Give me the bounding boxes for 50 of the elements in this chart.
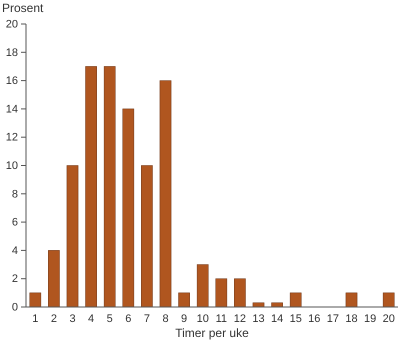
x-tick-label: 6 xyxy=(125,312,132,325)
x-tick-label: 10 xyxy=(196,312,209,325)
x-tick-label: 11 xyxy=(216,312,228,325)
bar xyxy=(66,165,78,308)
x-tick-label: 4 xyxy=(88,312,94,325)
y-tick-label: 12 xyxy=(6,132,18,144)
bar xyxy=(122,108,134,308)
bar xyxy=(346,292,358,308)
bar xyxy=(29,292,42,308)
x-tick-label: 7 xyxy=(144,312,150,325)
bar xyxy=(160,80,172,308)
x-tick-label: 20 xyxy=(382,312,395,325)
y-tick-label: 2 xyxy=(12,273,18,286)
x-tick-label: 9 xyxy=(181,312,188,325)
bar xyxy=(382,292,395,308)
x-tick-label: 12 xyxy=(234,312,246,325)
bar xyxy=(271,302,283,308)
bar xyxy=(178,292,190,308)
x-tick-label: 5 xyxy=(106,312,113,325)
bar xyxy=(196,264,209,308)
x-tick-label: 14 xyxy=(270,312,284,325)
bar xyxy=(141,165,153,308)
bar xyxy=(290,292,302,308)
x-tick-label: 2 xyxy=(50,312,57,325)
bar xyxy=(215,278,228,308)
x-tick-label: 19 xyxy=(364,312,376,325)
y-tick-label: 4 xyxy=(12,244,18,257)
y-axis-title: Prosent xyxy=(2,1,44,15)
x-tick-label: 16 xyxy=(308,312,320,325)
x-tick-label: 8 xyxy=(162,312,169,325)
y-tick-label: 8 xyxy=(12,188,18,200)
bar xyxy=(234,278,246,308)
y-tick-label: 0 xyxy=(12,302,18,314)
x-tick-label: 15 xyxy=(290,312,302,325)
x-tick-label: 1 xyxy=(32,312,38,325)
bar xyxy=(252,302,264,308)
y-tick-label: 10 xyxy=(6,160,18,172)
y-tick-label: 18 xyxy=(6,46,18,59)
x-tick-label: 3 xyxy=(69,312,76,325)
y-tick-label: 16 xyxy=(6,75,18,88)
x-tick-label: 18 xyxy=(345,312,358,325)
bar xyxy=(104,66,116,308)
y-tick-label: 14 xyxy=(6,103,18,116)
x-tick-label: 13 xyxy=(252,312,265,325)
y-tick-label: 6 xyxy=(12,216,18,229)
x-tick-label: 17 xyxy=(326,312,340,325)
y-tick-label: 20 xyxy=(6,18,18,31)
bar xyxy=(48,250,60,308)
bar xyxy=(85,66,97,308)
x-axis-title: Timer per uke xyxy=(175,326,250,340)
